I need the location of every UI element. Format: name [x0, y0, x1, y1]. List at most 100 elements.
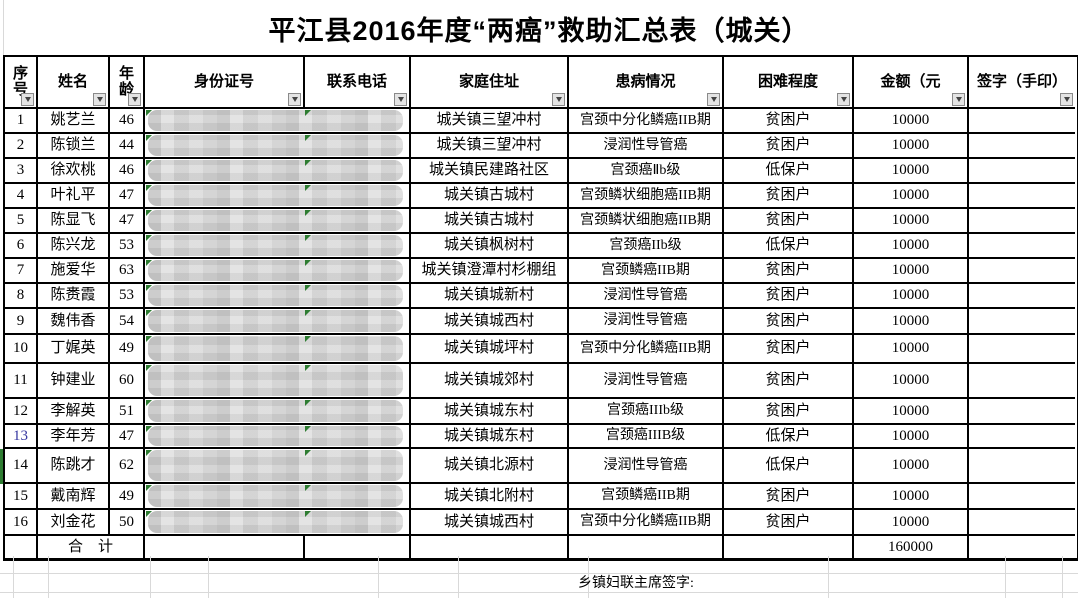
cell-serial[interactable]: 12: [5, 399, 38, 425]
cell-difficulty[interactable]: 贫困户: [724, 399, 854, 425]
cell-difficulty[interactable]: [724, 536, 854, 558]
cell-illness[interactable]: 宫颈鳞癌IIB期: [569, 259, 724, 284]
cell-age[interactable]: 47: [110, 184, 145, 209]
cell-difficulty[interactable]: 贫困户: [724, 364, 854, 399]
cell-address[interactable]: 城关镇澄潭村杉棚组: [411, 259, 569, 284]
filter-dropdown-icon[interactable]: [1060, 93, 1073, 106]
cell-serial[interactable]: 8: [5, 284, 38, 309]
cell-name[interactable]: 钟建业: [38, 364, 110, 399]
cell-address[interactable]: [411, 536, 569, 558]
cell-name[interactable]: 陈锁兰: [38, 134, 110, 159]
cell-serial[interactable]: 15: [5, 484, 38, 510]
cell-difficulty[interactable]: 贫困户: [724, 184, 854, 209]
filter-dropdown-icon[interactable]: [952, 93, 965, 106]
cell-name[interactable]: 李解英: [38, 399, 110, 425]
cell-address[interactable]: 城关镇三望冲村: [411, 109, 569, 134]
cell-signature[interactable]: [969, 484, 1075, 510]
cell-illness[interactable]: 宫颈癌IIIb级: [569, 399, 724, 425]
cell-name[interactable]: 李年芳: [38, 425, 110, 449]
cell-illness[interactable]: 宫颈中分化鳞癌IIB期: [569, 335, 724, 364]
column-header-serial[interactable]: 序号: [5, 57, 38, 109]
cell-signature[interactable]: [969, 284, 1075, 309]
cell-serial[interactable]: 13: [5, 425, 38, 449]
cell-difficulty[interactable]: 贫困户: [724, 134, 854, 159]
cell-illness[interactable]: 浸润性导管癌: [569, 309, 724, 335]
cell-amount[interactable]: 10000: [854, 335, 969, 364]
column-header-amount[interactable]: 金额（元: [854, 57, 969, 109]
cell-difficulty[interactable]: 贫困户: [724, 309, 854, 335]
cell-signature[interactable]: [969, 536, 1075, 558]
cell-serial[interactable]: 7: [5, 259, 38, 284]
cell-amount[interactable]: 10000: [854, 259, 969, 284]
column-header-address[interactable]: 家庭住址: [411, 57, 569, 109]
signature-label[interactable]: 乡镇妇联主席签字:: [578, 576, 694, 591]
cell-name[interactable]: 叶礼平: [38, 184, 110, 209]
cell-address[interactable]: 城关镇北源村: [411, 449, 569, 484]
cell-amount[interactable]: 10000: [854, 209, 969, 234]
cell-total-amount[interactable]: 160000: [854, 536, 969, 558]
cell-id-phone-masked[interactable]: [145, 209, 411, 234]
cell-id-phone-masked[interactable]: [145, 364, 411, 399]
cell-illness[interactable]: [569, 536, 724, 558]
cell-signature[interactable]: [969, 425, 1075, 449]
filter-dropdown-icon[interactable]: [552, 93, 565, 106]
cell-illness[interactable]: 浸润性导管癌: [569, 134, 724, 159]
cell-signature[interactable]: [969, 399, 1075, 425]
cell-amount[interactable]: 10000: [854, 109, 969, 134]
cell-illness[interactable]: 宫颈癌Ⅱb级: [569, 159, 724, 184]
cell-serial[interactable]: 5: [5, 209, 38, 234]
cell-difficulty[interactable]: 贫困户: [724, 284, 854, 309]
cell-serial[interactable]: 2: [5, 134, 38, 159]
cell-signature[interactable]: [969, 335, 1075, 364]
cell-address[interactable]: 城关镇城新村: [411, 284, 569, 309]
cell-name[interactable]: 陈跳才: [38, 449, 110, 484]
cell-signature[interactable]: [969, 209, 1075, 234]
cell-difficulty[interactable]: 贫困户: [724, 335, 854, 364]
cell-phone-empty[interactable]: [305, 536, 411, 558]
cell-illness[interactable]: 宫颈中分化鳞癌IIB期: [569, 510, 724, 536]
cell-serial[interactable]: 9: [5, 309, 38, 335]
cell-address[interactable]: 城关镇枫树村: [411, 234, 569, 259]
cell-signature[interactable]: [969, 234, 1075, 259]
cell-id-phone-masked[interactable]: [145, 134, 411, 159]
cell-address[interactable]: 城关镇古城村: [411, 209, 569, 234]
cell-address[interactable]: 城关镇城西村: [411, 309, 569, 335]
cell-id-phone-masked[interactable]: [145, 259, 411, 284]
cell-serial[interactable]: 6: [5, 234, 38, 259]
cell-amount[interactable]: 10000: [854, 159, 969, 184]
column-header-phone[interactable]: 联系电话: [305, 57, 411, 109]
cell-total-label[interactable]: 合 计: [38, 536, 145, 558]
cell-id-phone-masked[interactable]: [145, 309, 411, 335]
cell-age[interactable]: 49: [110, 335, 145, 364]
cell-difficulty[interactable]: 贫困户: [724, 484, 854, 510]
cell-difficulty[interactable]: 贫困户: [724, 209, 854, 234]
cell-signature[interactable]: [969, 184, 1075, 209]
cell-serial[interactable]: 4: [5, 184, 38, 209]
cell-id-empty[interactable]: [145, 536, 305, 558]
column-header-id[interactable]: 身份证号: [145, 57, 305, 109]
cell-address[interactable]: 城关镇城西村: [411, 510, 569, 536]
cell-amount[interactable]: 10000: [854, 309, 969, 335]
cell-illness[interactable]: 浸润性导管癌: [569, 364, 724, 399]
cell-difficulty[interactable]: 低保户: [724, 449, 854, 484]
cell-signature[interactable]: [969, 510, 1075, 536]
cell-age[interactable]: 50: [110, 510, 145, 536]
cell-amount[interactable]: 10000: [854, 134, 969, 159]
cell-age[interactable]: 46: [110, 159, 145, 184]
filter-dropdown-icon[interactable]: [128, 93, 141, 106]
cell-address[interactable]: 城关镇城郊村: [411, 364, 569, 399]
cell-age[interactable]: 53: [110, 234, 145, 259]
cell-address[interactable]: 城关镇城东村: [411, 425, 569, 449]
cell-signature[interactable]: [969, 159, 1075, 184]
cell-address[interactable]: 城关镇古城村: [411, 184, 569, 209]
column-header-illness[interactable]: 患病情况: [569, 57, 724, 109]
cell-age[interactable]: 53: [110, 284, 145, 309]
cell-signature[interactable]: [969, 364, 1075, 399]
cell-name[interactable]: 陈显飞: [38, 209, 110, 234]
cell-signature[interactable]: [969, 259, 1075, 284]
cell-name[interactable]: 施爱华: [38, 259, 110, 284]
cell-id-phone-masked[interactable]: [145, 184, 411, 209]
cell-name[interactable]: 丁娓英: [38, 335, 110, 364]
filter-dropdown-icon[interactable]: [21, 93, 34, 106]
cell-id-phone-masked[interactable]: [145, 510, 411, 536]
